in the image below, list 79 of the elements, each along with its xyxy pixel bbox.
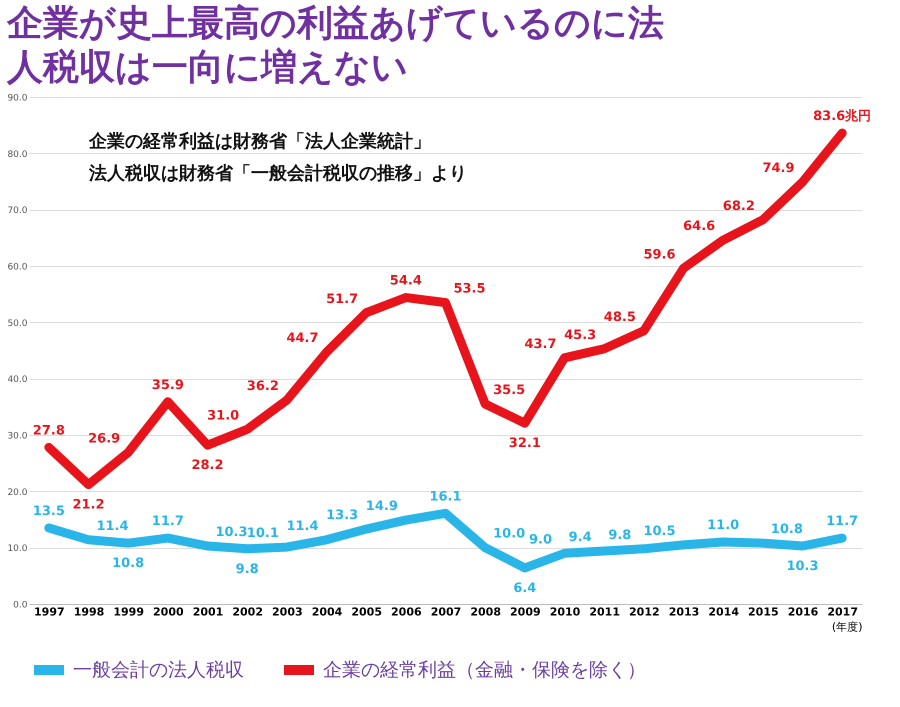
data-label: 10.8 (112, 556, 144, 572)
x-tick-label: 2003 (272, 606, 303, 618)
x-tick-label: 1999 (113, 606, 144, 618)
x-tick-label: 2015 (748, 606, 779, 618)
chart-title: 企業が史上最高の利益あげているのに法人税収は一向に増えない (6, 3, 664, 88)
x-tick-label: 2006 (391, 606, 422, 618)
data-label: 43.7 (524, 336, 557, 352)
data-label: 16.1 (429, 489, 462, 504)
y-tick-label: 60.0 (7, 262, 28, 272)
x-tick-label: 2001 (192, 606, 224, 618)
data-label: 44.7 (286, 331, 319, 346)
y-tick-label: 50.0 (7, 318, 28, 329)
x-tick-label: 2000 (153, 606, 184, 618)
data-label: 11.7 (826, 514, 858, 530)
x-tick-label: 2011 (589, 606, 620, 618)
x-tick-label: 1997 (34, 606, 65, 618)
x-tick-label: 1998 (74, 606, 104, 618)
data-label: 28.2 (191, 458, 224, 474)
annotation: 法人税収は財務省「一般会計税収の推移」より (88, 163, 467, 184)
data-label: 35.5 (493, 383, 526, 398)
x-tick-label: 2004 (312, 606, 343, 618)
y-tick-label: 80.0 (7, 150, 28, 160)
annotation: 企業の経常利益は財務省「法人企業統計」 (88, 131, 431, 152)
data-label: 11.4 (96, 518, 129, 534)
data-label: 10.1 (246, 526, 279, 542)
data-label: 54.4 (390, 274, 422, 289)
x-tick-label: 2005 (351, 606, 382, 618)
data-label: 68.2 (722, 198, 755, 214)
data-label: 10.3 (215, 524, 248, 540)
x-tick-label: 2009 (510, 606, 541, 618)
data-label: 45.3 (564, 328, 596, 343)
data-label: 53.5 (453, 282, 486, 297)
x-tick-label: 2002 (232, 606, 263, 618)
y-tick-label: 0.0 (13, 600, 28, 610)
y-tick-label: 90.0 (7, 94, 28, 104)
data-label: 36.2 (246, 379, 279, 394)
data-label: 32.1 (508, 436, 541, 452)
y-tick-label: 70.0 (7, 206, 28, 216)
y-tick-label: 30.0 (7, 432, 28, 442)
data-label: 9.8 (236, 562, 259, 577)
data-label: 74.9 (762, 161, 795, 176)
data-label: 6.4 (513, 580, 536, 596)
y-tick-label: 40.0 (7, 375, 28, 386)
x-tick-label: 2013 (668, 606, 700, 618)
x-tick-label: 2016 (788, 606, 819, 618)
data-label: 48.5 (604, 310, 636, 325)
data-label: 59.6 (643, 247, 676, 262)
data-label: 64.6 (683, 219, 716, 234)
data-label: 11.4 (286, 518, 319, 534)
x-tick-label: 2012 (629, 606, 660, 618)
x-tick-label: 2008 (470, 606, 501, 618)
data-label: 51.7 (326, 292, 358, 307)
data-label: 10.0 (493, 526, 526, 542)
data-label: 9.4 (568, 530, 592, 546)
data-label: 27.8 (32, 423, 65, 438)
data-label: 9.8 (608, 528, 632, 543)
data-label: 10.5 (643, 524, 676, 539)
x-tick-label: 2017 (827, 606, 858, 618)
x-tick-label: 2014 (708, 606, 740, 618)
legend-label: 企業の経常利益（金融・保険を除く） (323, 659, 646, 681)
y-tick-label: 10.0 (7, 544, 28, 554)
x-axis-title: (年度) (832, 620, 862, 634)
data-label: 13.5 (32, 504, 65, 519)
data-label: 83.6兆円 (813, 109, 872, 124)
data-label: 9.0 (528, 532, 552, 548)
data-label: 21.2 (72, 498, 105, 513)
legend-label: 一般会計の法人税収 (73, 659, 244, 681)
data-label: 13.3 (326, 508, 358, 524)
data-label: 11.0 (707, 518, 740, 534)
data-label: 10.3 (786, 558, 819, 574)
data-label: 10.8 (770, 522, 803, 538)
data-label: 35.9 (152, 378, 184, 393)
x-tick-label: 2007 (430, 606, 462, 618)
data-label: 14.9 (366, 499, 398, 514)
data-label: 31.0 (207, 408, 240, 424)
data-label: 11.7 (152, 514, 184, 530)
y-tick-label: 20.0 (7, 488, 28, 498)
data-label: 26.9 (88, 431, 120, 446)
x-tick-label: 2010 (550, 606, 581, 618)
